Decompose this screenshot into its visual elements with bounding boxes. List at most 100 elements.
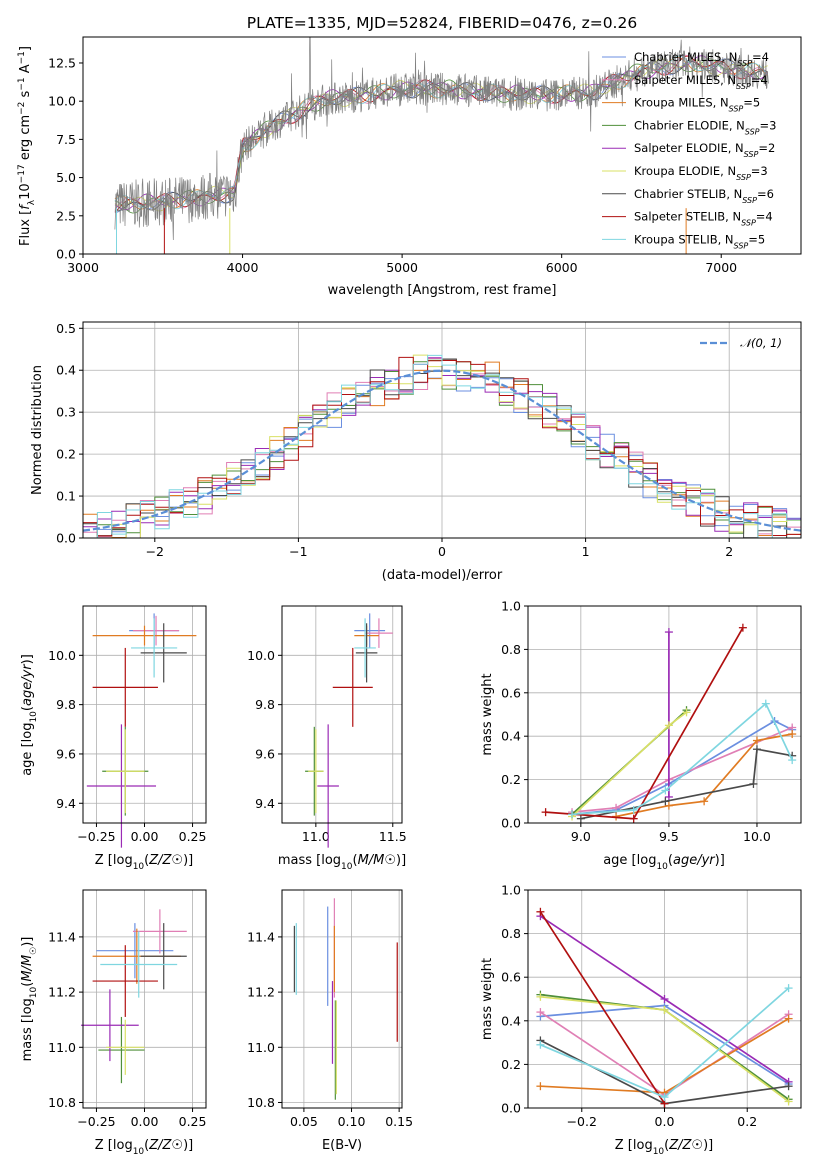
x-tick-label: −0.25	[77, 829, 115, 844]
x-tick-label: 5000	[386, 260, 418, 275]
y-tick-label: 9.4	[56, 796, 76, 811]
x-axis-label: age [log10(age/yr)]	[603, 853, 725, 872]
x-tick-label: 7000	[705, 260, 737, 275]
axes-frame	[527, 605, 802, 824]
y-tick-label: 11.2	[247, 985, 275, 1000]
axes-frame	[82, 321, 802, 539]
legend-label: Chabrier ELODIE, NSSP=3	[634, 118, 776, 136]
legend-label: 𝒩(0, 1)	[740, 336, 782, 350]
y-tick-label: 0.0	[56, 531, 76, 546]
y-tick-label: 0.0	[56, 247, 76, 262]
y-tick-label: 1.0	[501, 599, 521, 614]
legend-label: Kroupa ELODIE, NSSP=3	[634, 164, 768, 182]
axes-frame	[82, 889, 207, 1109]
y-tick-label: 7.5	[56, 132, 76, 147]
x-tick-label: 2	[725, 544, 733, 559]
legend-label: Salpeter MILES, NSSP=4	[634, 73, 768, 91]
legend-label: Kroupa STELIB, NSSP=5	[634, 232, 765, 250]
spectrum-panel: 3000 4000 5000 6000 7000 0.0 2.5 5.0 7.5 10.0 12.5…	[17, 36, 802, 298]
x-tick-label: 0.25	[179, 829, 207, 844]
mass-weight-vs-z-panel: −0.2 0.0 0.2 0.0 0.2 0.4 0.6 0.8 1.0 mass weight Z…	[480, 883, 802, 1157]
y-axis-label: Normed distribution	[30, 365, 45, 495]
x-axis-label: Z [log10(Z/Z☉)]	[615, 1138, 714, 1157]
age-vs-z-panel: −0.25 0.00 0.25 9.4 9.6 9.8 10.0 Z [log10(Z/Z☉)…	[20, 605, 207, 872]
figure-title: PLATE=1335, MJD=52824, FIBERID=0476, z=0…	[247, 14, 637, 32]
x-tick-label: 6000	[546, 260, 578, 275]
x-axis-label: (data-model)/error	[382, 568, 503, 583]
x-tick-label: 11.0	[302, 829, 330, 844]
y-tick-label: 11.4	[247, 929, 275, 944]
y-tick-label: 0.3	[56, 405, 76, 420]
y-tick-label: 9.4	[255, 796, 275, 811]
axes-frame	[527, 889, 802, 1109]
y-tick-label: 9.6	[56, 746, 76, 761]
y-tick-label: 0.2	[501, 772, 521, 787]
x-tick-label: 0.00	[131, 1114, 159, 1129]
x-tick-label: 3000	[67, 260, 99, 275]
y-tick-label: 0.0	[501, 1101, 521, 1116]
x-tick-label: 4000	[227, 260, 259, 275]
y-tick-label: 9.8	[255, 697, 275, 712]
y-tick-label: 10.8	[48, 1095, 76, 1110]
legend-label: Salpeter STELIB, NSSP=4	[634, 210, 773, 228]
x-axis-label: Z [log10(Z/Z☉)]	[95, 853, 194, 872]
x-tick-label: 0.00	[131, 829, 159, 844]
y-tick-label: 10.0	[247, 648, 275, 663]
legend-label: Chabrier STELIB, NSSP=6	[634, 187, 774, 205]
x-tick-label: −1	[289, 544, 307, 559]
y-tick-label: 0.4	[56, 363, 76, 378]
y-axis-label: mass weight	[480, 958, 495, 1040]
x-tick-label: 0.25	[179, 1114, 207, 1129]
y-tick-label: 0.4	[501, 1013, 521, 1028]
age-vs-mass-panel: 11.0 11.5 9.4 9.6 9.8 10.0 mass [log10(M/M☉)]	[247, 605, 407, 872]
legend-label: Salpeter ELODIE, NSSP=2	[634, 141, 775, 159]
weight-line	[571, 726, 793, 813]
x-tick-label: 9.5	[659, 829, 679, 844]
mass-vs-ebv-panel: 0.05 0.10 0.15 10.8 11.0 11.2 11.4 E(B-V)	[247, 889, 413, 1153]
x-tick-label: −0.2	[567, 1114, 597, 1129]
y-tick-label: 0.8	[501, 926, 521, 941]
y-tick-label: 0.6	[501, 970, 521, 985]
y-tick-label: 10.8	[247, 1095, 275, 1110]
x-tick-label: 10.0	[743, 829, 771, 844]
y-axis-label: Flux [fλ10−17 erg cm−2 s−1 A−1]	[17, 46, 37, 246]
axes-frame	[82, 36, 802, 255]
x-tick-label: 0.2	[737, 1114, 757, 1129]
legend-label: Chabrier MILES, NSSP=4	[634, 50, 769, 68]
y-tick-label: 9.6	[255, 746, 275, 761]
y-tick-label: 0.4	[501, 729, 521, 744]
y-tick-label: 11.4	[48, 929, 76, 944]
y-axis-label: age [log10(age/yr)]	[20, 654, 39, 776]
x-tick-label: 1	[582, 544, 590, 559]
y-tick-label: 2.5	[56, 208, 76, 223]
y-tick-label: 11.0	[48, 1040, 76, 1055]
y-tick-label: 0.5	[56, 321, 76, 336]
x-tick-label: 0.10	[338, 1114, 366, 1129]
legend-label: Kroupa MILES, NSSP=5	[634, 96, 760, 114]
y-tick-label: 9.8	[56, 697, 76, 712]
histogram-step-line	[83, 354, 801, 539]
y-tick-label: 10.0	[48, 648, 76, 663]
y-axis-label: mass [log10(M/M☉)]	[20, 937, 39, 1062]
axes-frame	[82, 605, 207, 824]
x-tick-label: −0.25	[77, 1114, 115, 1129]
mass-weight-vs-age-panel: 9.0 9.5 10.0 0.0 0.2 0.4 0.6 0.8 1.0 mass weight a…	[480, 599, 802, 872]
y-tick-label: 0.2	[56, 447, 76, 462]
x-tick-label: 0	[438, 544, 446, 559]
x-tick-label: −2	[146, 544, 164, 559]
x-tick-label: 9.0	[571, 829, 591, 844]
y-tick-label: 12.5	[48, 55, 76, 70]
y-tick-label: 0.8	[501, 642, 521, 657]
y-axis-label: mass weight	[480, 673, 495, 755]
y-tick-label: 0.2	[501, 1057, 521, 1072]
x-axis-label: E(B-V)	[322, 1138, 362, 1153]
y-tick-label: 0.1	[56, 489, 76, 504]
y-tick-label: 0.0	[501, 816, 521, 831]
residuals-panel: −2 −1 0 1 2 0.0 0.1 0.2 0.3 0.4 0.5 (data-model)/er…	[30, 321, 802, 583]
y-tick-label: 5.0	[56, 170, 76, 185]
axes-frame	[281, 605, 403, 824]
y-tick-label: 11.0	[247, 1040, 275, 1055]
mass-vs-z-panel: −0.25 0.00 0.25 10.8 11.0 11.2 11.4 Z [log10(Z/…	[20, 889, 207, 1157]
x-axis-label: Z [log10(Z/Z☉)]	[95, 1138, 194, 1157]
